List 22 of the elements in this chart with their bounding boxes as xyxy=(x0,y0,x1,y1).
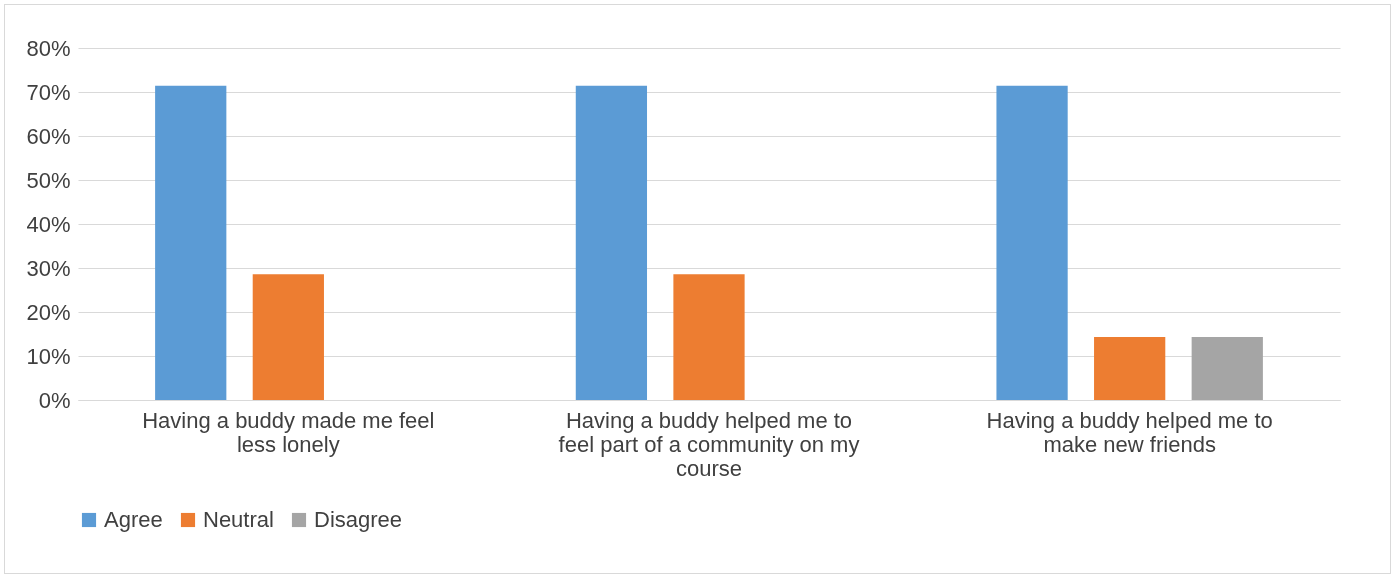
x-tick-label: Having a buddy helped me to feel part of a community on my course xyxy=(558,407,860,481)
y-tick-label: 0% xyxy=(38,387,71,413)
legend-label: Disagree xyxy=(314,507,403,532)
y-tick-label: 40% xyxy=(26,211,71,237)
y-tick-label: 20% xyxy=(26,299,71,325)
y-tick-label: 10% xyxy=(26,343,71,369)
legend-label: Neutral xyxy=(203,507,274,532)
bar xyxy=(996,85,1068,400)
y-tick-label: 70% xyxy=(26,79,71,105)
y-tick-label: 80% xyxy=(26,35,71,61)
y-tick-label: 30% xyxy=(26,255,71,281)
x-tick-label: Having a buddy made me feel less lonely xyxy=(142,407,435,457)
y-tick-label: 60% xyxy=(26,123,71,149)
bar xyxy=(575,85,648,400)
bar xyxy=(252,274,324,400)
bar xyxy=(155,85,227,400)
legend-label: Agree xyxy=(104,507,163,532)
bar xyxy=(1191,337,1263,400)
bar xyxy=(673,274,745,400)
bar xyxy=(1094,337,1166,400)
y-tick-label: 50% xyxy=(26,167,71,193)
x-tick-label: Having a buddy helped me to make new friends xyxy=(986,407,1273,457)
